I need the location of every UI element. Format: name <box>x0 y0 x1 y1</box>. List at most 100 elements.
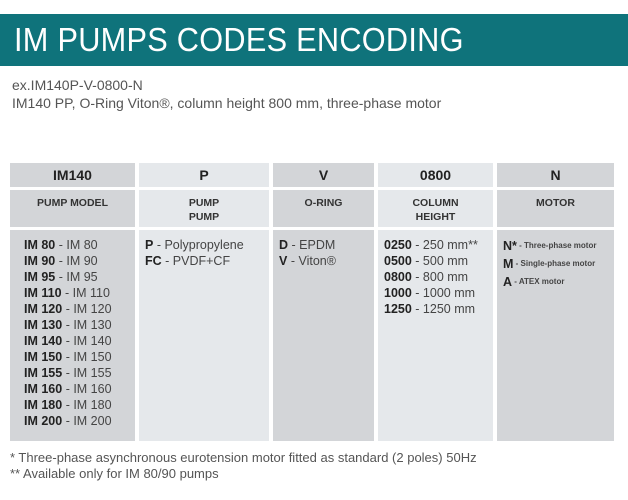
option-value: IM 200 <box>73 414 112 428</box>
option-value: IM 110 <box>72 286 110 300</box>
label-line: MOTOR <box>536 197 575 209</box>
label-line: PUMP <box>188 211 220 223</box>
list-item: 0800 - 800 mm <box>384 270 469 284</box>
option-code: IM 150 <box>24 350 63 364</box>
option-code: IM 110 <box>24 286 62 300</box>
pump-material-code: P <box>139 163 269 187</box>
label-line: PUMP <box>188 197 220 209</box>
option-value: Polypropylene <box>164 238 244 252</box>
list-item: D - EPDM <box>279 238 336 252</box>
option-value: IM 155 <box>73 366 112 380</box>
example-code: ex.IM140P-V-0800-N <box>12 77 143 93</box>
option-code: 0800 <box>384 270 412 284</box>
page-title: IM PUMPS CODES ENCODING <box>14 21 464 58</box>
o-ring-options: D - EPDM V - Viton® <box>273 230 374 441</box>
list-item: 0500 - 500 mm <box>384 254 469 268</box>
option-value: PVDF+CF <box>172 254 231 268</box>
option-code: 0250 <box>384 238 412 252</box>
list-item: 1000 - 1000 mm <box>384 286 476 300</box>
list-item: 0250 - 250 mm** <box>384 238 478 252</box>
list-item: IM 110 - IM 110 <box>24 286 110 300</box>
option-code: IM 155 <box>24 366 63 380</box>
list-item: IM 80 - IM 80 <box>24 238 98 252</box>
title-banner: IM PUMPS CODES ENCODING <box>0 14 628 66</box>
label-line: COLUMN <box>412 197 459 209</box>
option-value: IM 120 <box>73 302 112 316</box>
option-value: 250 mm** <box>422 238 478 252</box>
option-value: Three-phase motor <box>524 241 597 250</box>
option-value: 500 mm <box>422 254 469 268</box>
option-value: IM 180 <box>73 398 112 412</box>
list-item: IM 160 - IM 160 <box>24 382 112 396</box>
pump-model-code: IM140 <box>10 163 135 187</box>
list-item: IM 150 - IM 150 <box>24 350 112 364</box>
option-value: 800 mm <box>422 270 469 284</box>
list-item: IM 180 - IM 180 <box>24 398 112 412</box>
option-code: IM 180 <box>24 398 63 412</box>
example-description: IM140 PP, O-Ring Viton®, column height 8… <box>12 95 442 111</box>
list-item: 1250 - 1250 mm <box>384 302 476 316</box>
option-code: IM 160 <box>24 382 63 396</box>
option-value: Single-phase motor <box>520 259 596 268</box>
option-value: IM 160 <box>73 382 112 396</box>
pump-model-options: IM 80 - IM 80 IM 90 - IM 90 IM 95 - IM 95 I… <box>10 230 135 441</box>
pump-material-label: PUMP PUMP <box>139 190 269 227</box>
list-item: IM 140 - IM 140 <box>24 334 112 348</box>
option-value: Viton® <box>298 254 336 268</box>
list-item: V - Viton® <box>279 254 336 268</box>
list-item: P - Polypropylene <box>145 238 244 252</box>
list-item: IM 155 - IM 155 <box>24 366 112 380</box>
footnote-2: ** Available only for IM 80/90 pumps <box>10 466 219 481</box>
list-item: IM 130 - IM 130 <box>24 318 112 332</box>
option-code: IM 200 <box>24 414 63 428</box>
option-code: A <box>503 275 513 289</box>
list-item: M - Single-phase motor <box>503 257 596 271</box>
option-value: ATEX motor <box>518 277 565 286</box>
option-value: IM 130 <box>73 318 112 332</box>
option-value: IM 150 <box>73 350 112 364</box>
option-code: D <box>279 238 289 252</box>
option-code: 1000 <box>384 286 412 300</box>
pump-model-label: PUMP MODEL <box>10 190 135 227</box>
option-value: IM 95 <box>66 270 98 284</box>
motor-code: N <box>497 163 614 187</box>
option-value: 1250 mm <box>422 302 476 316</box>
option-code: P <box>145 238 154 252</box>
option-code: 0500 <box>384 254 412 268</box>
list-item: IM 95 - IM 95 <box>24 270 98 284</box>
footnote-1: * Three-phase asynchronous eurotension m… <box>10 450 477 465</box>
list-item: A - ATEX motor <box>503 275 565 289</box>
option-code: FC <box>145 254 162 268</box>
option-code: M <box>503 257 514 271</box>
list-item: IM 90 - IM 90 <box>24 254 98 268</box>
list-item: IM 200 - IM 200 <box>24 414 112 428</box>
option-code: V <box>279 254 288 268</box>
option-code: IM 90 <box>24 254 56 268</box>
pump-material-options: P - Polypropylene FC - PVDF+CF <box>139 230 269 441</box>
list-item: IM 120 - IM 120 <box>24 302 112 316</box>
option-code: N* <box>503 239 517 253</box>
option-value: 1000 mm <box>422 286 476 300</box>
option-value: EPDM <box>299 238 336 252</box>
label-line: PUMP MODEL <box>37 197 108 209</box>
option-code: IM 80 <box>24 238 56 252</box>
motor-label: MOTOR <box>497 190 614 227</box>
option-code: 1250 <box>384 302 412 316</box>
option-code: IM 95 <box>24 270 56 284</box>
option-value: IM 80 <box>66 238 98 252</box>
option-code: IM 130 <box>24 318 63 332</box>
motor-options: N* - Three-phase motor M - Single-phase m… <box>497 230 614 441</box>
column-height-label: COLUMN HEIGHT <box>378 190 493 227</box>
option-value: IM 140 <box>73 334 112 348</box>
label-line: HEIGHT <box>415 211 456 223</box>
option-value: IM 90 <box>66 254 98 268</box>
o-ring-label: O-RING <box>273 190 374 227</box>
option-code: IM 140 <box>24 334 63 348</box>
column-height-options: 0250 - 250 mm** 0500 - 500 mm 0800 - 800 m… <box>378 230 493 441</box>
list-item: FC - PVDF+CF <box>145 254 231 268</box>
list-item: N* - Three-phase motor <box>503 239 597 253</box>
option-code: IM 120 <box>24 302 63 316</box>
column-height-code: 0800 <box>378 163 493 187</box>
label-line: O-RING <box>304 197 343 209</box>
o-ring-code: V <box>273 163 374 187</box>
